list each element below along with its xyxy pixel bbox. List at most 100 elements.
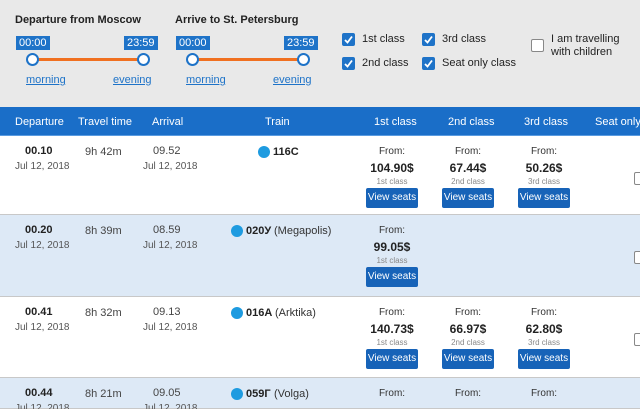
checkbox-label: Seat only class [442, 57, 516, 69]
evening-link[interactable]: evening [113, 74, 152, 86]
fare-from: From: [378, 146, 406, 157]
fare-from: From: [454, 146, 482, 157]
fare-class: 1st class [376, 177, 408, 186]
departure-time: 00.41 [25, 306, 53, 318]
departure-date: Jul 12, 2018 [15, 240, 70, 251]
time-from: 00:00 [176, 36, 210, 50]
row-checkbox[interactable] [634, 251, 640, 264]
check-mark [424, 35, 433, 44]
checkbox[interactable] [342, 57, 355, 70]
fare-class: 1st class [376, 338, 408, 347]
travel-time: 8h 32m [85, 307, 122, 319]
fare-price: 140.73$ [370, 322, 414, 336]
view-seats-button[interactable]: View seats [442, 188, 494, 208]
slider-handle[interactable] [26, 53, 39, 66]
row-checkbox[interactable] [634, 333, 640, 346]
column-header[interactable]: 1st class [374, 116, 417, 128]
fare-price: 99.05$ [373, 240, 411, 254]
departure-date: Jul 12, 2018 [15, 322, 70, 333]
slider-track [32, 58, 142, 61]
fare-from: From: [530, 146, 558, 157]
train-number: 020У [246, 225, 272, 237]
checkbox[interactable] [531, 39, 544, 52]
row-checkbox[interactable] [634, 172, 640, 185]
checkbox-label: 2nd class [362, 57, 409, 69]
view-seats-button[interactable]: View seats [366, 349, 418, 369]
column-header[interactable]: Train [265, 116, 290, 128]
train-name: (Arktika) [275, 307, 316, 319]
arrival-date: Jul 12, 2018 [143, 322, 198, 333]
train-number: 116С [273, 146, 299, 158]
table-header [0, 107, 640, 136]
fare-class: 3rd class [527, 338, 560, 347]
arrival-time: 08.59 [153, 224, 181, 236]
fare-class: 2nd class [451, 177, 485, 186]
train-icon [231, 225, 243, 237]
view-seats-button[interactable]: View seats [366, 267, 418, 287]
fare-from: From: [454, 388, 482, 399]
train-icon [231, 307, 243, 319]
departure-time: 00.44 [25, 387, 53, 399]
column-header[interactable]: Seat only c [595, 116, 640, 128]
slider-handle[interactable] [137, 53, 150, 66]
view-seats-button[interactable]: View seats [518, 188, 570, 208]
fare-price: 67.44$ [449, 161, 487, 175]
arrival-time: 09.13 [153, 306, 181, 318]
arrival-date: Jul 12, 2018 [143, 403, 198, 409]
filter-title: Departure from Moscow [15, 14, 141, 26]
checkbox[interactable] [342, 33, 355, 46]
travel-time: 8h 39m [85, 225, 122, 237]
train-number: 059Г [246, 388, 271, 400]
check-mark [344, 59, 353, 68]
slider-handle[interactable] [297, 53, 310, 66]
fare-class: 2nd class [451, 338, 485, 347]
checkbox[interactable] [422, 33, 435, 46]
checkbox[interactable] [422, 57, 435, 70]
departure-time: 00.20 [25, 224, 53, 236]
evening-link[interactable]: evening [273, 74, 312, 86]
train-number: 016А [246, 307, 273, 319]
checkbox-label: 1st class [362, 33, 405, 45]
filter-title: Arrive to St. Petersburg [175, 14, 299, 26]
fare-price: 50.26$ [525, 161, 563, 175]
column-header[interactable]: 2nd class [448, 116, 495, 128]
arrival-time: 09.05 [153, 387, 181, 399]
departure-time: 00.10 [25, 145, 53, 157]
view-seats-button[interactable]: View seats [442, 349, 494, 369]
slider-track [192, 58, 302, 61]
departure-date: Jul 12, 2018 [15, 403, 70, 409]
column-header[interactable]: Departure [15, 116, 64, 128]
view-seats-button[interactable]: View seats [366, 188, 418, 208]
fare-price: 104.90$ [370, 161, 414, 175]
arrival-date: Jul 12, 2018 [143, 161, 198, 172]
train-name: (Volga) [274, 388, 309, 400]
column-header[interactable]: Arrival [152, 116, 184, 128]
fare-from: From: [378, 388, 406, 399]
fare-from: From: [530, 388, 558, 399]
row-bg [0, 215, 640, 297]
departure-date: Jul 12, 2018 [15, 161, 70, 172]
check-mark [344, 35, 353, 44]
fare-from: From: [454, 307, 482, 318]
time-to: 23:59 [284, 36, 318, 50]
fare-from: From: [378, 307, 406, 318]
time-to: 23:59 [124, 36, 158, 50]
travel-time: 8h 21m [85, 388, 122, 400]
morning-link[interactable]: morning [186, 74, 226, 86]
view-seats-button[interactable]: View seats [518, 349, 570, 369]
column-header[interactable]: Travel time [78, 116, 132, 128]
train-name: (Megapolis) [274, 225, 332, 237]
check-mark [424, 59, 433, 68]
column-header[interactable]: 3rd class [524, 116, 569, 128]
fare-from: From: [530, 307, 558, 318]
slider-handle[interactable] [186, 53, 199, 66]
filter-panel [0, 0, 640, 107]
checkbox-label: 3rd class [442, 33, 487, 45]
train-icon [258, 146, 270, 158]
fare-class: 3rd class [527, 177, 560, 186]
morning-link[interactable]: morning [26, 74, 66, 86]
fare-from: From: [378, 225, 406, 236]
time-from: 00:00 [16, 36, 50, 50]
checkbox-label: I am travelling with children [551, 33, 620, 58]
